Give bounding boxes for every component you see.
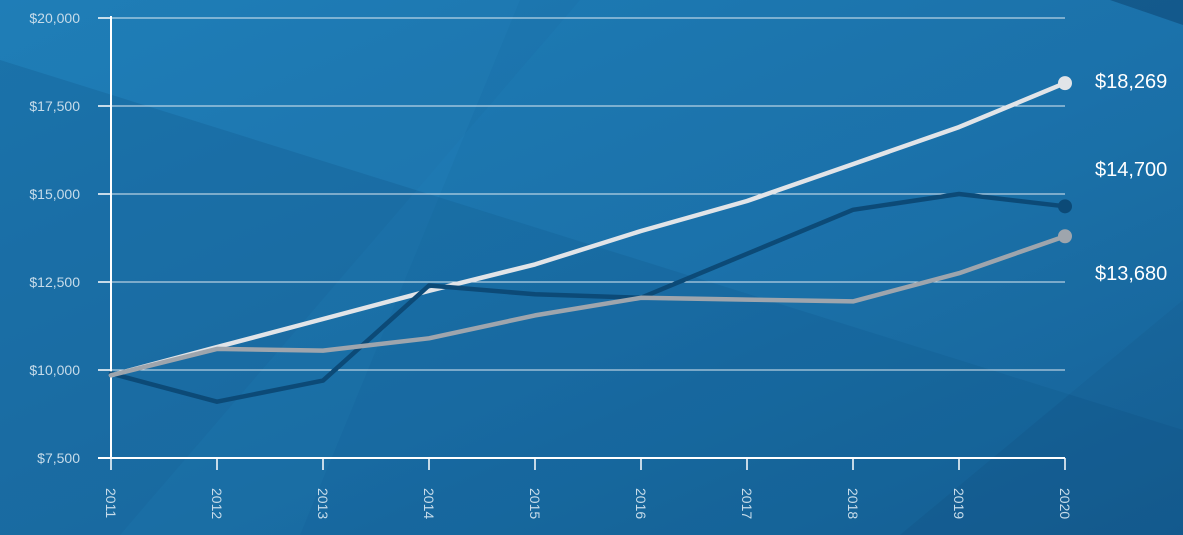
- y-tick-label: $15,000: [29, 186, 80, 202]
- x-tick-label: 2015: [527, 488, 543, 519]
- series-line-3: [108, 233, 1068, 378]
- x-tick-label: 2012: [209, 488, 225, 519]
- series-endpoint-1: [1058, 76, 1072, 91]
- end-value-labels: $18,269 $14,700 $13,680: [1095, 71, 1167, 285]
- series-line-2: [108, 191, 1068, 404]
- x-tick-label: 2017: [739, 488, 755, 519]
- y-tick-label: $7,500: [37, 450, 80, 466]
- y-tick-label: $10,000: [29, 362, 80, 378]
- end-value-label: $18,269: [1095, 71, 1167, 93]
- axes: [98, 16, 1066, 470]
- x-tick-label: 2013: [315, 488, 331, 519]
- tick-labels: $7,500 $10,000 $12,500 $15,000 $17,500 $20,00…: [29, 10, 1073, 519]
- series-endpoint-3: [1058, 229, 1072, 244]
- x-tick-label: 2016: [633, 488, 649, 519]
- x-tick-label: 2020: [1057, 488, 1073, 519]
- x-tick-label: 2019: [951, 488, 967, 519]
- x-tick-label: 2018: [845, 488, 861, 519]
- series-lines: [108, 76, 1072, 404]
- gridlines: [111, 17, 1065, 371]
- end-value-label: $14,700: [1095, 159, 1167, 181]
- series-line-1: [108, 80, 1068, 378]
- end-value-label: $13,680: [1095, 263, 1167, 285]
- y-tick-label: $17,500: [29, 98, 80, 114]
- x-tick-label: 2014: [421, 488, 437, 519]
- y-tick-label: $12,500: [29, 274, 80, 290]
- series-endpoint-2: [1058, 199, 1072, 214]
- x-tick-label: 2011: [103, 488, 119, 518]
- y-tick-label: $20,000: [29, 10, 80, 26]
